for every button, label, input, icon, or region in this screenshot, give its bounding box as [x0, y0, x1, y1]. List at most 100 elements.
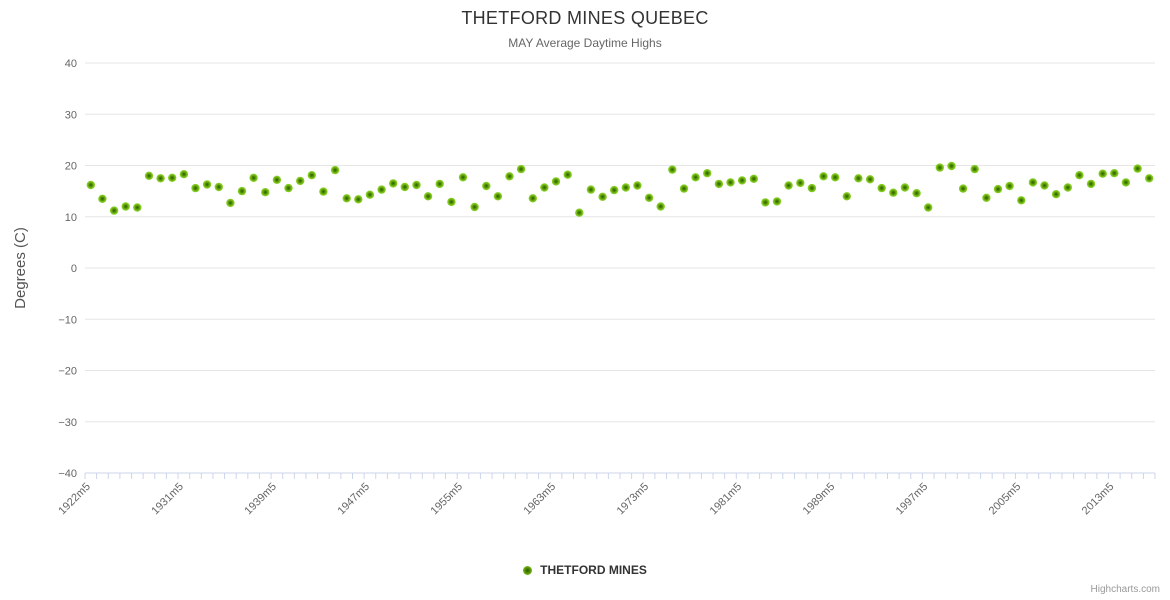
data-point[interactable]: 1922m5: 16.2	[86, 180, 96, 190]
data-point[interactable]: 1983m5: 12.8	[761, 198, 770, 207]
data-point[interactable]: 1956m5: 11.9	[470, 202, 479, 212]
data-point[interactable]: 2005m5: 13.2	[1017, 196, 1026, 205]
data-point[interactable]: 1974m5: 12	[656, 202, 665, 211]
data-point[interactable]: 2003m5: 15.4	[993, 184, 1003, 194]
data-point[interactable]: 1934m5: 15.8	[214, 182, 223, 192]
data-point[interactable]: 2009m5: 15.7	[1063, 183, 1073, 192]
data-point[interactable]: 1953m5: 16.4	[435, 179, 444, 189]
data-point[interactable]: 1949m5: 16.5	[389, 179, 398, 188]
data-point[interactable]: 2004m5: 16	[1005, 181, 1014, 191]
data-point[interactable]: 1994m5: 14.7	[889, 188, 898, 197]
data-point[interactable]: 1933m5: 16.3	[202, 180, 212, 189]
data-point[interactable]: 1996m5: 14.6	[912, 189, 921, 198]
data-point[interactable]: 1990m5: 14	[842, 192, 851, 201]
data-point[interactable]: 1951m5: 16.2	[412, 180, 421, 190]
data-point[interactable]: 1999m5: 19.9	[947, 161, 956, 171]
data-point[interactable]: 1941m5: 17	[296, 176, 305, 186]
data-point[interactable]: 1924m5: 13.5	[98, 194, 107, 203]
data-point[interactable]: 2008m5: 14.4	[1051, 190, 1061, 199]
data-point[interactable]: 1940m5: 15.6	[284, 183, 293, 193]
data-point[interactable]: 1963m5: 16.9	[551, 177, 561, 186]
data-point[interactable]: 1936m5: 15	[237, 186, 247, 196]
data-point[interactable]: 1931m5: 18.3	[179, 170, 189, 179]
data-point[interactable]: 1961m5: 13.6	[528, 194, 537, 203]
data-point[interactable]: 1978m5: 18.5	[703, 169, 712, 178]
data-point[interactable]: 1986m5: 16.6	[796, 178, 805, 188]
data-point[interactable]: 1976m5: 15.5	[679, 184, 689, 193]
data-point[interactable]: 1969m5: 13.9	[598, 192, 607, 201]
data-point[interactable]: 1955m5: 17.7	[458, 173, 468, 182]
data-point[interactable]: 1973m5: 13.7	[644, 193, 654, 202]
data-point[interactable]: 1946m5: 13.4	[354, 195, 363, 204]
credits-link[interactable]: Highcharts.com	[1090, 584, 1160, 595]
data-point[interactable]: 2011m5: 16.4	[1086, 179, 1096, 189]
data-point[interactable]: 2002m5: 13.7	[982, 193, 991, 202]
data-point[interactable]: 1997m5: 11.8	[924, 203, 933, 212]
data-point[interactable]: 1967m5: 10.8	[575, 208, 584, 217]
data-point[interactable]: 1943m5: 14.9	[319, 187, 328, 196]
data-point[interactable]: 1962m5: 15.7	[540, 183, 549, 192]
data-point[interactable]: 1939m5: 17.2	[272, 175, 282, 184]
data-point[interactable]: 2012m5: 18.4	[1098, 169, 1107, 178]
data-point[interactable]: 1993m5: 15.6	[877, 183, 886, 193]
data-point[interactable]: 1948m5: 15.3	[377, 185, 386, 194]
data-point[interactable]: 2014m5: 16.7	[1121, 178, 1131, 187]
x-axis-tick-label: 1931m5	[149, 481, 186, 518]
data-point[interactable]: 1944m5: 19.1	[330, 165, 340, 175]
data-point[interactable]: 1984m5: 13	[772, 197, 782, 206]
x-axis-tick-label: 1947m5	[335, 481, 372, 518]
data-point[interactable]: 1926m5: 12	[121, 202, 130, 211]
data-point[interactable]: 1928m5: 18	[144, 171, 154, 180]
data-point[interactable]: 1929m5: 17.5	[156, 174, 165, 183]
data-point[interactable]: 2010m5: 18.1	[1075, 171, 1084, 180]
data-point[interactable]: 1985m5: 16.1	[784, 181, 793, 190]
data-point[interactable]: 1937m5: 17.6	[249, 173, 258, 182]
y-axis-tick-label: 40	[65, 58, 77, 70]
data-point[interactable]: 1958m5: 14	[493, 192, 503, 201]
data-point[interactable]: 1992m5: 17.3	[865, 175, 875, 184]
data-point[interactable]: 1942m5: 18.1	[307, 171, 316, 180]
data-point[interactable]: 1950m5: 15.8	[400, 182, 409, 192]
data-point[interactable]: 1947m5: 14.3	[365, 190, 375, 199]
legend-item-thetford-mines[interactable]: THETFORD MINES	[0, 563, 1170, 577]
data-point[interactable]: 2007m5: 16.1	[1040, 181, 1049, 190]
data-point[interactable]: 1952m5: 14	[423, 192, 433, 201]
data-point[interactable]: 1932m5: 15.6	[191, 183, 200, 193]
data-point[interactable]: 1982m5: 17.4	[749, 174, 758, 183]
data-point[interactable]: 1980m5: 16.7	[726, 178, 735, 187]
data-point[interactable]: 1966m5: 18.2	[563, 170, 572, 179]
data-point[interactable]: 1954m5: 12.9	[447, 197, 456, 207]
data-point[interactable]: 1938m5: 14.8	[261, 188, 270, 197]
data-point[interactable]: 1968m5: 15.3	[586, 185, 596, 194]
data-point[interactable]: 1981m5: 17.1	[737, 176, 747, 185]
legend-label: THETFORD MINES	[540, 563, 647, 577]
data-point[interactable]: 1972m5: 16.1	[633, 181, 642, 190]
data-point[interactable]: 1971m5: 15.7	[621, 183, 630, 192]
data-point[interactable]: 1989m5: 17.7	[831, 173, 840, 182]
data-point[interactable]: 1927m5: 11.8	[133, 203, 142, 212]
data-point[interactable]: 1975m5: 19.2	[668, 165, 677, 174]
data-point[interactable]: 1998m5: 19.6	[935, 163, 944, 172]
data-point[interactable]: 2015m5: 19.4	[1133, 164, 1142, 173]
data-point[interactable]: 1925m5: 11.2	[109, 206, 119, 215]
data-point[interactable]: 1930m5: 17.6	[168, 173, 177, 182]
data-point[interactable]: 2013m5: 18.5	[1110, 169, 1119, 178]
data-point[interactable]: 1945m5: 13.6	[342, 194, 351, 203]
data-point[interactable]: 1977m5: 17.7	[691, 173, 700, 182]
data-point[interactable]: 2001m5: 19.3	[970, 164, 979, 174]
data-point[interactable]: 1935m5: 12.7	[226, 198, 235, 208]
data-point[interactable]: 1987m5: 15.6	[807, 183, 817, 193]
data-point[interactable]: 1960m5: 19.3	[516, 164, 526, 174]
data-point[interactable]: 1995m5: 15.7	[900, 183, 910, 192]
data-point[interactable]: 2016m5: 17.5	[1145, 174, 1154, 183]
x-axis-tick-label: 1981m5	[708, 481, 745, 518]
data-point[interactable]: 1988m5: 17.9	[819, 172, 828, 181]
data-point[interactable]: 1979m5: 16.4	[714, 179, 724, 189]
data-point[interactable]: 1991m5: 17.5	[854, 174, 863, 183]
data-point[interactable]: 2006m5: 16.7	[1028, 178, 1038, 187]
data-point[interactable]: 2000m5: 15.5	[958, 184, 968, 193]
data-point[interactable]: 1957m5: 16	[482, 181, 491, 191]
data-point[interactable]: 1970m5: 15.2	[610, 185, 619, 195]
data-point[interactable]: 1959m5: 17.9	[505, 172, 514, 181]
